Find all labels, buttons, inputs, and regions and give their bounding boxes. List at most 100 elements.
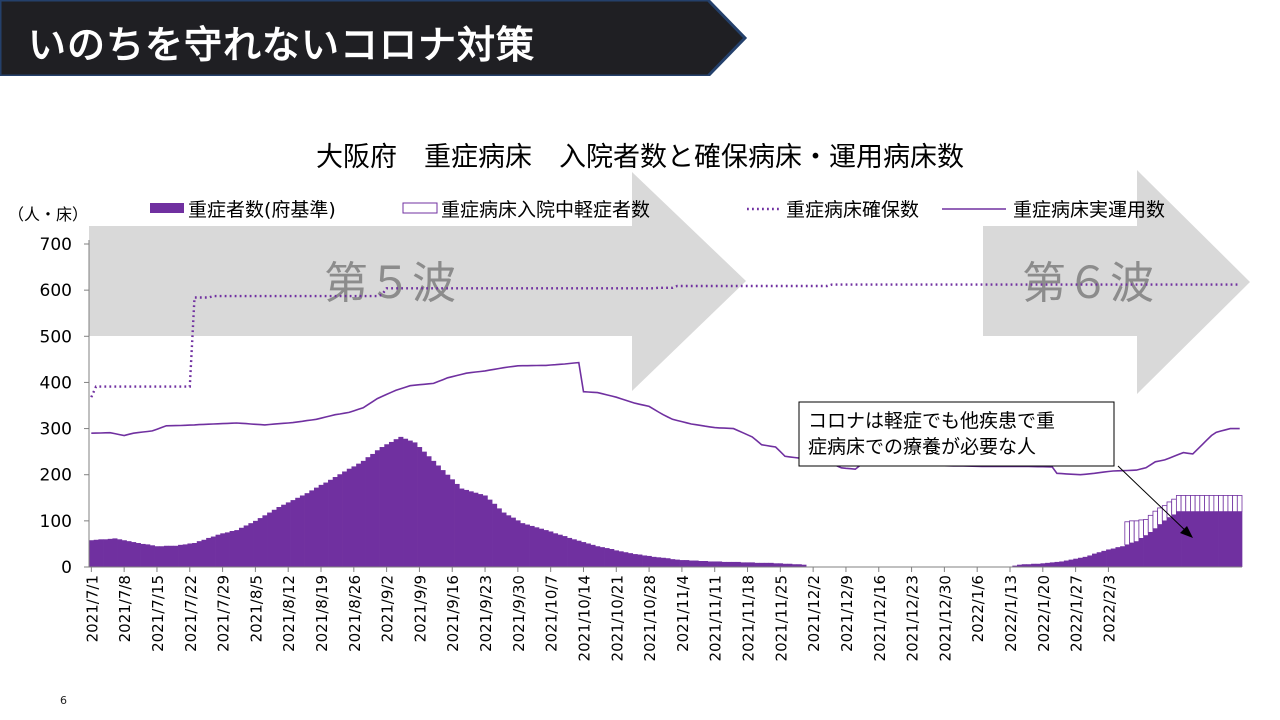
bar-severe — [243, 525, 249, 567]
axes: 0 100 200 300 400 500 600 700 2021/7/1 2021/7/8 20… — [40, 235, 1242, 661]
bar-severe — [1035, 563, 1041, 567]
x-tick-label: 2022/1/13 — [1002, 575, 1020, 652]
bar-severe — [403, 438, 409, 567]
bar-severe — [1209, 511, 1215, 567]
bar-severe — [290, 500, 296, 567]
bar-severe — [131, 542, 137, 567]
x-tick-label: 2021/10/14 — [576, 575, 594, 661]
bar-mild — [1199, 495, 1205, 513]
bar-mild — [1194, 495, 1201, 513]
bar-severe — [89, 540, 95, 567]
bar-severe — [623, 552, 629, 567]
bar-severe — [1101, 550, 1107, 567]
bar-severe — [520, 523, 526, 567]
bar-severe — [360, 460, 366, 567]
bar-severe — [1124, 544, 1130, 567]
bar-severe — [210, 536, 216, 567]
annotation-text: 症病床での療養が必要な人 — [808, 436, 1036, 458]
bar-mild — [1171, 498, 1177, 516]
bar-severe — [215, 534, 221, 567]
bar-mild — [1157, 507, 1163, 525]
bar-severe — [1227, 511, 1233, 567]
bar-mild — [1232, 495, 1238, 513]
bar-severe — [379, 447, 385, 567]
bar-severe — [665, 558, 671, 567]
annotation-arrowhead — [1180, 526, 1193, 538]
bar-severe — [135, 543, 141, 567]
bar-severe — [782, 563, 788, 567]
y-tick-label: 300 — [40, 420, 72, 440]
bar-severe — [370, 453, 376, 567]
bar-severe — [435, 465, 441, 567]
bar-severe — [1054, 561, 1060, 567]
bar-severe — [656, 557, 662, 567]
bar-severe — [1068, 559, 1074, 567]
x-tick-label: 2021/10/21 — [608, 575, 626, 661]
bar-severe — [463, 489, 469, 567]
bar-severe — [206, 537, 212, 567]
annotation-pointer — [1117, 465, 1189, 534]
bar-severe — [637, 554, 643, 567]
bar-mild — [1222, 495, 1229, 513]
bar-severe — [1017, 564, 1023, 567]
bar-severe — [398, 436, 404, 567]
bar-mild — [1180, 495, 1187, 513]
x-tick-label: 2021/11/25 — [772, 575, 790, 661]
bar-severe — [149, 545, 155, 567]
bar-severe — [196, 541, 202, 567]
x-tick-label: 2021/9/16 — [444, 575, 462, 652]
bar-severe — [1148, 532, 1154, 567]
x-tick-label: 2021/12/30 — [936, 575, 954, 661]
bar-severe — [749, 562, 755, 567]
bar-severe — [1129, 543, 1135, 567]
bar-severe — [107, 538, 113, 567]
bar-severe — [459, 488, 465, 567]
bar-severe — [1190, 511, 1196, 567]
legend-label: 重症病床実運用数 — [1013, 199, 1165, 221]
lines — [90, 283, 1240, 476]
bar-severe — [553, 533, 559, 567]
x-tick-label: 2021/12/9 — [838, 575, 856, 652]
bar-severe — [670, 559, 676, 567]
bar-severe — [351, 466, 357, 567]
bar-severe — [304, 493, 310, 567]
bar-severe — [487, 499, 493, 567]
legend: 重症者数(府基準) 重症病床入院中軽症者数 重症病床確保数 重症病床実運用数 — [150, 199, 1165, 221]
bar-severe — [632, 554, 638, 567]
bars — [89, 436, 1243, 567]
bar-severe — [440, 470, 446, 567]
legend-label: 重症者数(府基準) — [188, 199, 336, 221]
slide-title: いのちを守れないコロナ対策 — [28, 23, 536, 67]
bar-severe — [1087, 555, 1093, 567]
bar-severe — [571, 539, 577, 567]
y-tick-label: 500 — [40, 327, 72, 347]
bar-severe — [393, 439, 399, 567]
bar-severe — [688, 560, 694, 567]
bar-severe — [1031, 563, 1037, 567]
bar-severe — [1218, 511, 1224, 567]
bar-severe — [576, 540, 582, 567]
bar-severe — [1232, 511, 1238, 567]
bar-severe — [140, 543, 146, 567]
bar-severe — [726, 561, 732, 567]
bar-severe — [562, 536, 568, 567]
x-tick-label: 2021/8/5 — [247, 575, 265, 642]
x-tick-label: 2021/10/28 — [641, 575, 659, 661]
x-tick-label: 2021/7/22 — [182, 575, 200, 652]
bar-severe — [267, 512, 273, 567]
bar-severe — [1026, 564, 1032, 567]
bar-severe — [792, 564, 798, 567]
bar-severe — [735, 561, 741, 567]
bar-mild — [1138, 519, 1144, 539]
bar-severe — [567, 537, 573, 567]
bar-severe — [117, 539, 123, 567]
y-tick-label: 600 — [40, 281, 72, 301]
bar-severe — [1152, 528, 1158, 567]
bar-severe — [126, 541, 132, 567]
x-tick-label: 2022/1/27 — [1068, 575, 1086, 652]
bar-severe — [628, 553, 634, 567]
legend-label: 重症病床入院中軽症者数 — [441, 199, 650, 221]
bar-severe — [801, 564, 807, 567]
bar-severe — [299, 495, 305, 567]
bar-mild — [1152, 510, 1159, 530]
